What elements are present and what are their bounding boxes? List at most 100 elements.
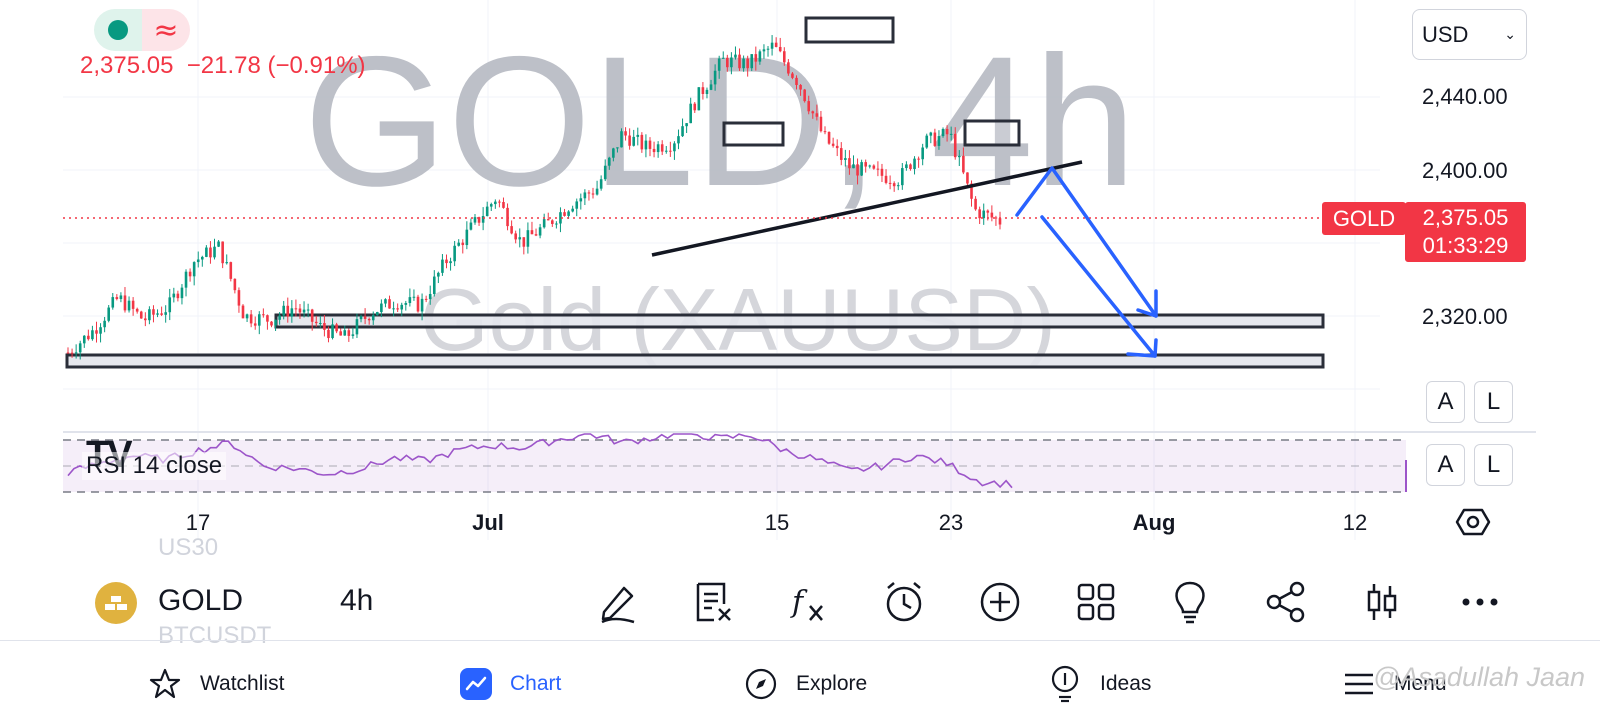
candle-body [827, 131, 831, 144]
candle-body [164, 312, 167, 315]
ideas-bulb-icon[interactable] [1166, 578, 1214, 626]
nav-watchlist[interactable]: Watchlist [148, 664, 284, 704]
candle-body [262, 314, 265, 316]
toolbar-interval[interactable]: 4h [340, 584, 374, 617]
support-zone-upper[interactable] [274, 313, 1325, 329]
star-icon [149, 668, 181, 699]
auto-scale-button[interactable]: A [1426, 381, 1465, 423]
candle-body [274, 319, 277, 326]
candle-body [750, 54, 754, 69]
log-scale-button[interactable]: L [1474, 381, 1513, 423]
nav-chart[interactable]: Chart [460, 664, 561, 704]
candle-body [644, 140, 648, 150]
candle-body [514, 233, 517, 240]
support-zone-lower[interactable] [65, 353, 1325, 369]
candle-body [506, 207, 509, 227]
toolbar-symbol[interactable]: GOLD [158, 584, 244, 617]
candle-body [298, 308, 302, 313]
candle-body [278, 315, 281, 320]
candle-body [774, 42, 778, 47]
indicators-icon[interactable]: f [786, 578, 834, 626]
candle-body [909, 164, 912, 170]
candle-body [310, 309, 314, 322]
share-icon[interactable] [1262, 578, 1310, 626]
bottom-navigation [0, 640, 1600, 720]
rsi-log-scale-button[interactable]: L [1474, 444, 1513, 486]
nav-explore[interactable]: Explore [744, 664, 867, 704]
chart-line-icon [460, 668, 492, 700]
x-tick: 15 [764, 510, 790, 535]
candle-body [201, 256, 204, 260]
pattern-box-head[interactable] [804, 16, 895, 44]
bar-countdown: 01:33:29 [1422, 233, 1509, 258]
candles [66, 35, 1002, 360]
chart-settings-icon[interactable] [1454, 506, 1492, 538]
more-icon[interactable] [1456, 578, 1504, 626]
rsi-auto-scale-button[interactable]: A [1426, 444, 1465, 486]
candle-body [990, 212, 994, 218]
author-watermark: @Asadullah Jaan [1373, 662, 1586, 692]
projection-arrows[interactable] [1015, 166, 1158, 358]
layout-icon[interactable] [1072, 578, 1120, 626]
currency-select[interactable]: USD ⌄ [1412, 9, 1527, 60]
candle-body [567, 211, 570, 216]
candle-body [107, 307, 110, 321]
neckline-trendline[interactable] [651, 160, 1083, 257]
candle-body [701, 87, 705, 94]
candle-body [742, 58, 745, 69]
candle-body [481, 216, 485, 223]
candle-body [807, 101, 811, 112]
candle-body [477, 217, 481, 223]
candle-body [323, 323, 326, 330]
chart-type-icon[interactable] [1358, 578, 1406, 626]
candle-body [685, 123, 688, 127]
market-status-pill[interactable]: ≈ [94, 9, 190, 51]
alert-icon[interactable] [880, 578, 928, 626]
draw-icon[interactable] [594, 578, 642, 626]
pattern-box-right-shoulder[interactable] [963, 119, 1021, 147]
candle-body [494, 201, 497, 205]
candle-body [791, 73, 794, 78]
candle-body [721, 57, 725, 59]
candle-body [266, 315, 269, 322]
candle-body [188, 271, 192, 277]
candle-body [563, 212, 566, 216]
candle-body [929, 132, 933, 136]
remove-drawings-icon[interactable] [690, 578, 738, 626]
pattern-box-left-shoulder[interactable] [722, 121, 785, 147]
candle-body [998, 218, 1002, 225]
menu-icon [1345, 673, 1373, 695]
candle-body [636, 134, 640, 137]
candle-body [860, 162, 863, 176]
rsi-legend[interactable]: RSI 14 close [82, 452, 227, 480]
candle-body [420, 298, 424, 312]
chart-canvas[interactable]: GOLD, 4h Gold (XAUUSD) [0, 0, 1600, 540]
candle-body [530, 230, 534, 235]
gold-symbol-icon[interactable] [95, 582, 137, 624]
candle-body [99, 327, 102, 334]
candle-body [432, 276, 436, 295]
candle-body [652, 148, 656, 153]
candle-body [844, 158, 847, 160]
nav-menu[interactable]: Menu [1342, 664, 1447, 704]
candle-body [282, 305, 286, 316]
candle-body [306, 309, 310, 311]
last-price-badge: 2,375.05 01:33:29 [1405, 202, 1526, 262]
candle-body [884, 175, 888, 183]
candle-body [632, 136, 636, 146]
candle-body [835, 145, 839, 149]
candle-body [396, 308, 399, 310]
candle-body [823, 131, 827, 133]
candle-body [575, 201, 579, 209]
candle-body [730, 57, 733, 68]
candle-body [233, 278, 237, 291]
candle-body [888, 182, 892, 184]
candle-body [184, 271, 188, 288]
candle-body [693, 103, 697, 111]
nav-ideas[interactable]: Ideas [1048, 664, 1151, 704]
candle-body [571, 208, 574, 212]
candle-body [156, 313, 159, 315]
add-icon[interactable] [976, 578, 1024, 626]
candle-body [314, 321, 318, 324]
candle-body [294, 308, 298, 310]
